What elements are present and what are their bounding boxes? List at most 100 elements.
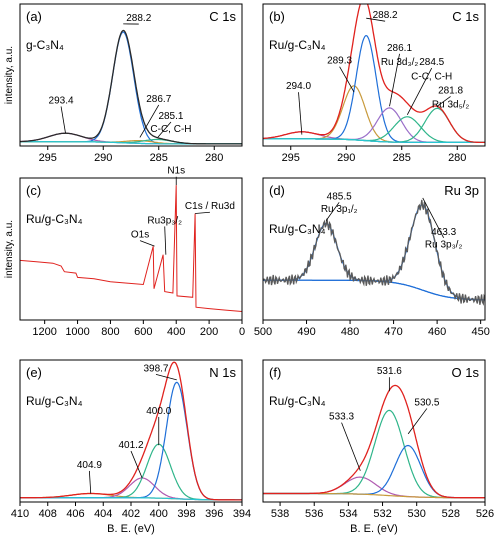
x-tick-label: 404 [94,508,112,520]
x-axis-label: B. E. (eV) [350,523,398,535]
x-tick-label: 398 [177,508,195,520]
sample-label: Ru/g-C₃N₄ [269,38,326,52]
background-line [20,497,242,501]
annotation-leader [157,121,172,138]
axes-frame-a [19,3,243,147]
axes-frame-c [19,177,243,321]
annotation-label: 404.9 [77,460,102,471]
sample-label: Ru/g-C₃N₄ [26,394,83,408]
annotation-label: C-C, C-H [150,124,191,135]
panel-c: 1200 1000 800 600 400 200 0 (c) Ru/g-C₃N₄ intensi… [4,166,245,338]
x-tick-label: 526 [476,508,494,520]
component-peak-531.6 [263,409,485,499]
x-tick-label: 394 [233,508,251,520]
annotation-leader [164,226,167,255]
panel-d: 500 490 480 470 460 450 (d) Ru 3p Ru/g-C₃N₄ 485.5… [254,177,490,338]
panel-e: 410 408 406 404 402 400 398 396 394 (e) N 1s Ru/g-C… [11,359,251,535]
component-peak-530.5 [263,444,485,499]
annotation-leader [60,106,66,134]
annotation-leader [406,67,433,115]
x-tick-label: 528 [442,508,460,520]
x-tick-label: 490 [297,326,315,338]
x-tick-label: 538 [271,508,289,520]
envelope-line [263,199,485,306]
annotation-label: Ru3p₃/₂ [147,215,182,226]
x-tick-label: 800 [101,326,119,338]
annotation-leader [437,96,451,107]
x-tick-label: 290 [94,152,112,164]
panel-title: N 1s [209,365,236,380]
x-tick-label: 400 [167,326,185,338]
annotation-leader [298,92,303,135]
x-tick-label: 460 [428,326,446,338]
x-tick-label: 280 [205,152,223,164]
annotation-label: 294.0 [286,81,311,92]
x-tick-label: 410 [11,508,29,520]
x-tick-label: 400 [150,508,168,520]
x-tick-label: 450 [471,326,489,338]
annotation-leader [130,450,143,479]
panel-title: O 1s [452,365,480,380]
annotation-leader [325,202,340,221]
sample-label: Ru/g-C₃N₄ [269,222,326,236]
envelope-line [20,361,242,501]
annotation-label: Ru 3p₁/₂ [321,204,358,215]
x-tick-label: 285 [393,152,411,164]
annotation-label: 293.4 [49,95,74,106]
x-tick-label: 396 [205,508,223,520]
annotation-label: 531.6 [377,366,402,377]
plot-area-b [263,4,485,144]
envelope-line [20,29,242,145]
annotation-label: 286.7 [146,94,171,105]
envelope-line [263,4,485,144]
survey-spectrum-line [20,185,242,312]
panel-label: (d) [269,183,285,198]
x-tick-label: 285 [150,152,168,164]
sample-label: g-C₃N₄ [26,38,64,52]
x-tick-label: 295 [39,152,57,164]
annotation-label: C-C, C-H [411,71,452,82]
x-tick-label: 534 [339,508,357,520]
annotation-label: Ru 3d₃/₂ [381,57,419,68]
annotation-label: 400.0 [146,406,171,417]
x-tick-label: 200 [200,326,218,338]
annotation-leader [366,17,386,22]
annotation-leader [88,470,92,494]
annotation-label: 533.3 [329,412,354,423]
annotation-label: O1s [131,230,149,241]
axes-frame-f [262,359,486,503]
x-tick-label: 1000 [65,326,89,338]
annotation-leader [341,422,361,471]
x-tick-label: 480 [341,326,359,338]
x-tick-label: 402 [122,508,140,520]
panel-label: (f) [269,365,281,380]
annotation-label: 285.1 [158,111,183,122]
x-tick-label: 280 [448,152,466,164]
annotation-label: 284.5 [419,57,444,68]
annotation-label: 485.5 [327,191,352,202]
annotation-label: 281.8 [438,85,463,96]
y-axis-label: intensity, a.u. [4,46,15,104]
annotation-leader [339,66,355,93]
x-tick-label: 530 [408,508,426,520]
x-tick-label: 536 [305,508,323,520]
plot-area-c [20,185,242,312]
panel-a: 295 290 285 280 (a) C 1s g-C₃N₄ intensity, a.u.… [4,3,243,164]
plot-area-e [20,361,242,501]
x-tick-label: 1200 [32,326,56,338]
panel-f: 538 536 534 532 530 528 526 (f) O 1s Ru/g-C₃N₄ B. … [262,359,494,535]
annotation-label: 289.3 [327,56,352,67]
annotation-leader [389,53,400,107]
x-tick-label: 500 [254,326,272,338]
axes-frame-d [262,177,486,321]
panel-title: C 1s [209,9,236,24]
x-tick-label: 406 [66,508,84,520]
x-tick-label: 532 [373,508,391,520]
envelope-line [263,384,485,499]
plot-area-d [263,199,485,306]
axes-frame-b [262,3,486,147]
panel-label: (b) [269,9,285,24]
annotation-leader [139,240,155,247]
component-peak-400 [20,443,242,501]
